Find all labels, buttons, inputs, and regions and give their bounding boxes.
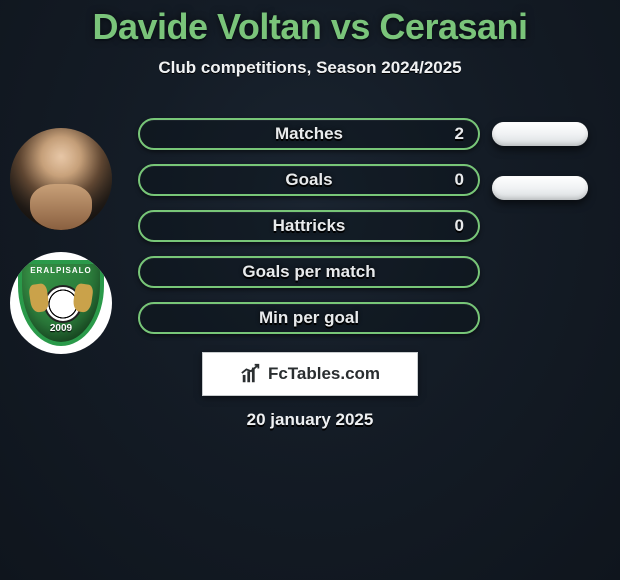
stat-row-matches: Matches 2 [138, 118, 480, 150]
club-crest-avatar: ERALPISALO 2009 [10, 252, 112, 354]
right-pill-column [492, 122, 602, 230]
stat-label: Hattricks [273, 216, 346, 236]
shield-icon: ERALPISALO 2009 [18, 260, 104, 346]
lion-left-icon [28, 283, 50, 313]
comparison-pill [492, 176, 588, 200]
player-avatar [10, 128, 112, 230]
stat-value: 2 [455, 124, 464, 144]
stat-row-hattricks: Hattricks 0 [138, 210, 480, 242]
stat-label: Goals [285, 170, 332, 190]
stat-label: Min per goal [259, 308, 359, 328]
page-title: Davide Voltan vs Cerasani [0, 0, 620, 48]
stat-row-min-per-goal: Min per goal [138, 302, 480, 334]
snapshot-date: 20 january 2025 [0, 410, 620, 430]
stat-row-goals: Goals 0 [138, 164, 480, 196]
stat-label: Matches [275, 124, 343, 144]
avatar-column: ERALPISALO 2009 [10, 128, 120, 376]
bar-chart-icon [240, 363, 262, 385]
stats-column: Matches 2 Goals 0 Hattricks 0 Goals per … [138, 118, 480, 348]
crest-year: 2009 [22, 323, 100, 334]
fctables-logo: FcTables.com [202, 352, 418, 396]
crest-top-text: ERALPISALO [22, 266, 100, 275]
logo-text: FcTables.com [268, 364, 380, 384]
stat-value: 0 [455, 216, 464, 236]
lion-right-icon [72, 283, 94, 313]
stat-value: 0 [455, 170, 464, 190]
subtitle: Club competitions, Season 2024/2025 [0, 58, 620, 78]
comparison-pill [492, 122, 588, 146]
stat-label: Goals per match [242, 262, 375, 282]
stat-row-goals-per-match: Goals per match [138, 256, 480, 288]
